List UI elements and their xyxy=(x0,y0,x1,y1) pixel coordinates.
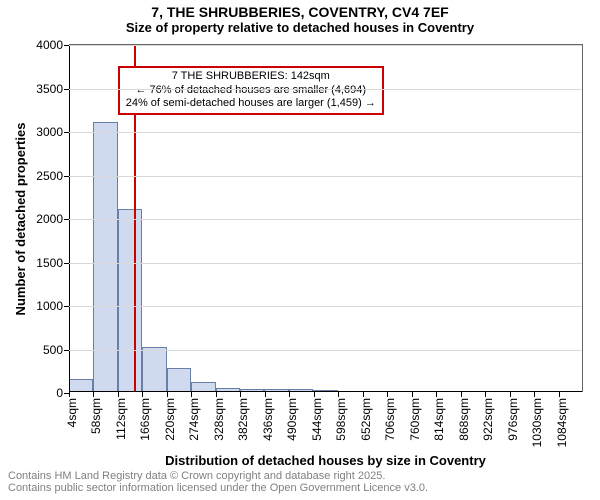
x-tick-label: 868sqm xyxy=(457,398,471,441)
x-tick-mark xyxy=(216,392,217,397)
bar xyxy=(167,368,191,392)
x-tick-mark xyxy=(314,392,315,397)
y-tick-label: 1000 xyxy=(36,299,69,313)
x-tick-label: 220sqm xyxy=(163,398,177,441)
x-tick-mark xyxy=(265,392,266,397)
x-tick-mark xyxy=(412,392,413,397)
y-tick-label: 2000 xyxy=(36,212,69,226)
y-axis-label: Number of detached properties xyxy=(13,122,28,315)
y-tick-label: 3000 xyxy=(36,125,69,139)
x-tick-label: 652sqm xyxy=(359,398,373,441)
x-tick-label: 112sqm xyxy=(114,398,128,440)
grid-line xyxy=(69,89,582,90)
y-tick-label: 500 xyxy=(43,343,69,357)
x-tick-mark xyxy=(363,392,364,397)
grid-line xyxy=(69,176,582,177)
x-tick-label: 598sqm xyxy=(334,398,348,441)
y-tick-label: 3500 xyxy=(36,82,69,96)
grid-line xyxy=(69,306,582,307)
x-tick-label: 328sqm xyxy=(212,398,226,441)
x-tick-mark xyxy=(142,392,143,397)
credits-line-1: Contains HM Land Registry data © Crown c… xyxy=(8,470,592,482)
bar xyxy=(118,209,142,392)
chart-title: 7, THE SHRUBBERIES, COVENTRY, CV4 7EF xyxy=(0,4,600,20)
x-tick-mark xyxy=(534,392,535,397)
x-tick-label: 760sqm xyxy=(408,398,422,441)
grid-line xyxy=(69,132,582,133)
x-tick-label: 544sqm xyxy=(310,398,324,441)
x-tick-label: 922sqm xyxy=(481,398,495,441)
chart-subtitle: Size of property relative to detached ho… xyxy=(0,20,600,35)
y-tick-label: 4000 xyxy=(36,38,69,52)
grid-line xyxy=(69,45,582,46)
x-tick-mark xyxy=(559,392,560,397)
callout-box: 7 THE SHRUBBERIES: 142sqm ← 76% of detac… xyxy=(118,66,384,115)
x-tick-label: 274sqm xyxy=(187,398,201,441)
x-tick-mark xyxy=(338,392,339,397)
x-axis-line xyxy=(69,391,582,392)
x-tick-mark xyxy=(485,392,486,397)
y-tick-label: 1500 xyxy=(36,256,69,270)
x-tick-mark xyxy=(240,392,241,397)
x-tick-mark xyxy=(289,392,290,397)
x-tick-mark xyxy=(191,392,192,397)
callout-line-3: 24% of semi-detached houses are larger (… xyxy=(126,97,376,111)
x-tick-label: 1084sqm xyxy=(555,398,569,447)
x-tick-label: 166sqm xyxy=(138,398,152,441)
bar xyxy=(93,122,117,392)
x-tick-label: 436sqm xyxy=(261,398,275,441)
x-tick-label: 4sqm xyxy=(65,398,79,427)
x-tick-mark xyxy=(167,392,168,397)
chart-title-block: 7, THE SHRUBBERIES, COVENTRY, CV4 7EF Si… xyxy=(0,0,600,35)
grid-line xyxy=(69,219,582,220)
x-tick-label: 382sqm xyxy=(236,398,250,441)
x-tick-mark xyxy=(118,392,119,397)
x-tick-label: 976sqm xyxy=(506,398,520,441)
x-tick-mark xyxy=(69,392,70,397)
x-tick-label: 706sqm xyxy=(383,398,397,441)
credits-block: Contains HM Land Registry data © Crown c… xyxy=(0,466,600,500)
x-tick-label: 814sqm xyxy=(432,398,446,441)
x-tick-mark xyxy=(436,392,437,397)
grid-line xyxy=(69,350,582,351)
x-tick-mark xyxy=(93,392,94,397)
callout-line-1: 7 THE SHRUBBERIES: 142sqm xyxy=(126,70,376,84)
grid-line xyxy=(69,263,582,264)
x-tick-mark xyxy=(387,392,388,397)
bar xyxy=(142,347,166,392)
plot-area: Number of detached properties 7 THE SHRU… xyxy=(69,44,583,392)
y-tick-label: 2500 xyxy=(36,169,69,183)
callout-line-2: ← 76% of detached houses are smaller (4,… xyxy=(126,84,376,98)
x-tick-label: 58sqm xyxy=(89,398,103,434)
x-tick-mark xyxy=(510,392,511,397)
x-tick-label: 1030sqm xyxy=(530,398,544,447)
credits-line-2: Contains public sector information licen… xyxy=(8,482,592,494)
x-tick-label: 490sqm xyxy=(285,398,299,441)
x-tick-mark xyxy=(461,392,462,397)
